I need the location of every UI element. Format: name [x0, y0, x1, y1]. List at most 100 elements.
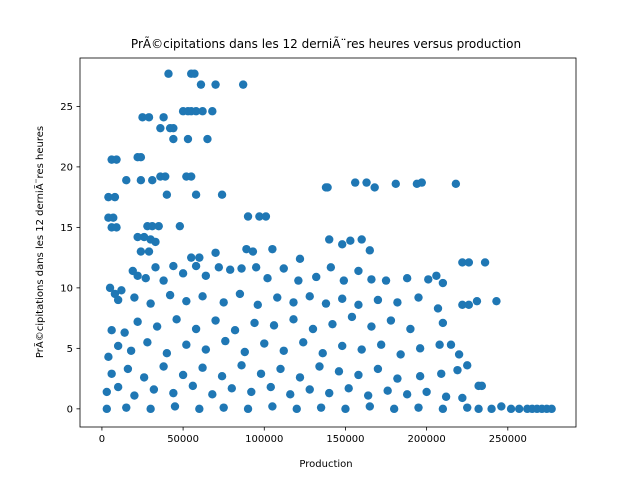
x-tick-label: 0 [99, 434, 105, 445]
data-point [357, 345, 366, 354]
data-point [383, 386, 392, 395]
data-point [279, 264, 288, 273]
data-point [338, 294, 347, 303]
data-point [294, 276, 303, 285]
data-point [376, 340, 386, 349]
data-point [458, 393, 467, 403]
data-point [187, 253, 196, 262]
data-point [117, 286, 126, 295]
data-point [325, 388, 334, 398]
y-tick-label: 5 [67, 344, 73, 355]
data-point [289, 298, 298, 307]
data-point [149, 385, 159, 394]
data-point [273, 293, 282, 302]
data-point [104, 352, 113, 362]
data-point [266, 382, 275, 392]
data-point [253, 300, 262, 310]
data-point [161, 172, 170, 181]
data-point [143, 338, 152, 347]
data-point [435, 340, 444, 349]
data-point [386, 316, 396, 325]
data-point [211, 80, 220, 89]
data-point [269, 321, 279, 330]
data-point [357, 235, 366, 244]
data-point [235, 289, 245, 299]
data-point [113, 295, 123, 305]
data-point [305, 292, 314, 301]
data-point [162, 349, 172, 358]
data-point [414, 293, 423, 302]
x-tick-label: 50000 [167, 434, 199, 445]
plot-frame [79, 57, 577, 428]
data-point [354, 370, 363, 380]
data-point [492, 296, 501, 306]
data-point [191, 190, 201, 199]
data-point [341, 404, 350, 414]
data-point [305, 385, 314, 394]
data-point [323, 183, 332, 192]
data-point [247, 387, 256, 397]
data-point [148, 175, 157, 185]
data-point [367, 275, 376, 284]
data-point [414, 403, 423, 412]
data-point [547, 404, 556, 414]
data-point [438, 318, 448, 328]
data-point [334, 367, 344, 376]
data-point [432, 271, 441, 280]
data-point [211, 248, 220, 257]
data-point [325, 235, 334, 244]
data-point [141, 273, 150, 283]
data-point [402, 273, 412, 283]
data-point [195, 253, 204, 262]
data-point [453, 365, 462, 375]
data-point [295, 254, 305, 264]
data-point [243, 212, 253, 221]
data-point [120, 328, 129, 337]
data-point [261, 212, 271, 221]
data-point [454, 350, 464, 359]
data-point [136, 175, 146, 185]
data-point [123, 364, 133, 374]
data-point [393, 298, 402, 307]
data-point [172, 315, 181, 324]
data-point [102, 387, 111, 397]
data-point [308, 324, 318, 334]
data-point [315, 362, 324, 371]
data-point [365, 402, 375, 411]
data-point [242, 244, 251, 254]
data-point [169, 261, 178, 271]
data-point [159, 276, 168, 285]
data-point [497, 402, 506, 411]
y-tick-label: 0 [67, 404, 73, 415]
data-point [219, 298, 228, 307]
data-point [370, 183, 379, 192]
data-point [191, 324, 201, 334]
data-point [219, 403, 228, 412]
data-point [363, 391, 373, 400]
data-point [441, 392, 451, 401]
data-point [144, 247, 154, 256]
data-point [362, 178, 371, 187]
data-point [146, 404, 155, 414]
data-point [240, 347, 249, 357]
data-point [299, 338, 308, 347]
data-point [472, 296, 482, 306]
data-point [463, 403, 472, 412]
data-point [133, 232, 142, 242]
data-point [316, 403, 326, 412]
data-point [463, 361, 472, 370]
data-point [112, 155, 121, 164]
data-point [146, 299, 155, 308]
data-point [169, 123, 178, 133]
data-point [256, 369, 266, 378]
data-point [136, 247, 146, 256]
data-point [373, 295, 383, 305]
data-point [402, 390, 412, 399]
data-point [474, 404, 483, 414]
data-point [178, 269, 188, 278]
data-point [203, 134, 212, 144]
data-point [191, 107, 201, 116]
data-point [346, 236, 355, 245]
data-point [113, 382, 123, 392]
